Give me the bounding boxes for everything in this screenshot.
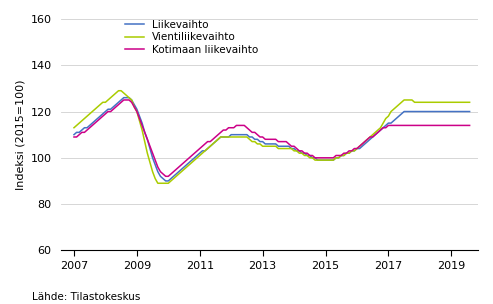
Kotimaan liikevaihto [341,151,347,155]
Liikevaihto [333,156,339,160]
Kotimaan liikevaihto [176,165,182,169]
Liikevaihto [84,126,90,130]
Line: Kotimaan liikevaihto: Kotimaan liikevaihto [74,100,470,176]
Kotimaan liikevaihto [121,98,127,102]
Liikevaihto [71,133,77,136]
Kotimaan liikevaihto [84,128,90,132]
Liikevaihto [212,140,218,143]
Text: Lähde: Tilastokeskus: Lähde: Tilastokeskus [32,292,141,302]
Vientiliikevaihto [115,89,121,92]
Vientiliikevaihto [333,156,339,160]
Liikevaihto [163,179,169,183]
Liikevaihto [341,154,347,157]
Kotimaan liikevaihto [212,135,218,139]
Vientiliikevaihto [84,114,90,118]
Liikevaihto [467,110,473,113]
Vientiliikevaihto [212,140,218,143]
Vientiliikevaihto [467,100,473,104]
Line: Vientiliikevaihto: Vientiliikevaihto [74,91,470,183]
Liikevaihto [121,96,127,99]
Kotimaan liikevaihto [163,174,169,178]
Line: Liikevaihto: Liikevaihto [74,98,470,181]
Y-axis label: Indeksi (2015=100): Indeksi (2015=100) [15,79,25,190]
Kotimaan liikevaihto [333,154,339,157]
Kotimaan liikevaihto [467,124,473,127]
Liikevaihto [176,170,182,174]
Vientiliikevaihto [155,181,161,185]
Vientiliikevaihto [71,126,77,130]
Legend: Liikevaihto, Vientiliikevaihto, Kotimaan liikevaihto: Liikevaihto, Vientiliikevaihto, Kotimaan… [125,19,258,55]
Vientiliikevaihto [341,154,347,157]
Liikevaihto [134,107,140,111]
Vientiliikevaihto [176,172,182,176]
Vientiliikevaihto [134,110,140,113]
Kotimaan liikevaihto [71,135,77,139]
Kotimaan liikevaihto [134,110,140,113]
